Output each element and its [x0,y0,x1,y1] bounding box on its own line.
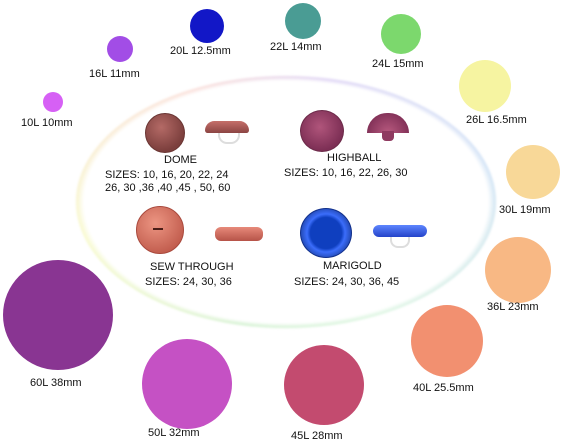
circle-22L [285,3,321,39]
label-60L: 60L 38mm [30,377,82,389]
highball-side-cap [367,113,409,133]
circle-40L [411,305,483,377]
dome-shank [218,133,240,144]
circle-60L [3,260,113,370]
circle-36L [485,237,551,303]
sew-through-side-image [215,227,263,241]
circle-16L [107,36,133,62]
sew-through-sizes: SIZES: 24, 30, 36 [145,276,232,288]
label-24L: 24L 15mm [372,58,424,70]
marigold-front-image [300,208,352,258]
circle-45L [284,345,364,425]
marigold-title: MARIGOLD [323,260,382,272]
dome-title: DOME [164,154,197,166]
circle-30L [506,145,560,199]
label-30L: 30L 19mm [499,204,551,216]
sew-through-slot [153,228,163,230]
sew-through-front-image [136,206,184,254]
highball-front-image [300,110,344,152]
label-16L: 16L 11mm [89,68,140,80]
label-20L: 20L 12.5mm [170,45,231,57]
label-10L: 10L 10mm [21,117,73,129]
dome-side-image [205,121,249,133]
highball-side-stem [382,131,394,141]
dome-sizes: SIZES: 10, 16, 20, 22, 24 26, 30 ,36 ,40… [105,169,231,194]
circle-26L [459,60,511,112]
circle-10L [43,92,63,112]
marigold-side-image [373,225,427,237]
circle-24L [381,14,421,54]
label-50L: 50L 32mm [148,427,200,439]
label-40L: 40L 25.5mm [413,382,474,394]
sew-through-title: SEW THROUGH [150,261,234,273]
label-26L: 26L 16.5mm [466,114,527,126]
marigold-sizes: SIZES: 24, 30, 36, 45 [294,276,400,288]
label-22L: 22L 14mm [270,41,322,53]
circle-50L [142,339,232,429]
highball-title: HIGHBALL [327,152,382,164]
highball-sizes: SIZES: 10, 16, 22, 26, 30 [284,167,408,179]
marigold-shank [390,237,410,248]
dome-front-image [145,113,185,153]
circle-20L [190,9,224,43]
label-45L: 45L 28mm [291,430,343,442]
label-36L: 36L 23mm [487,301,539,313]
